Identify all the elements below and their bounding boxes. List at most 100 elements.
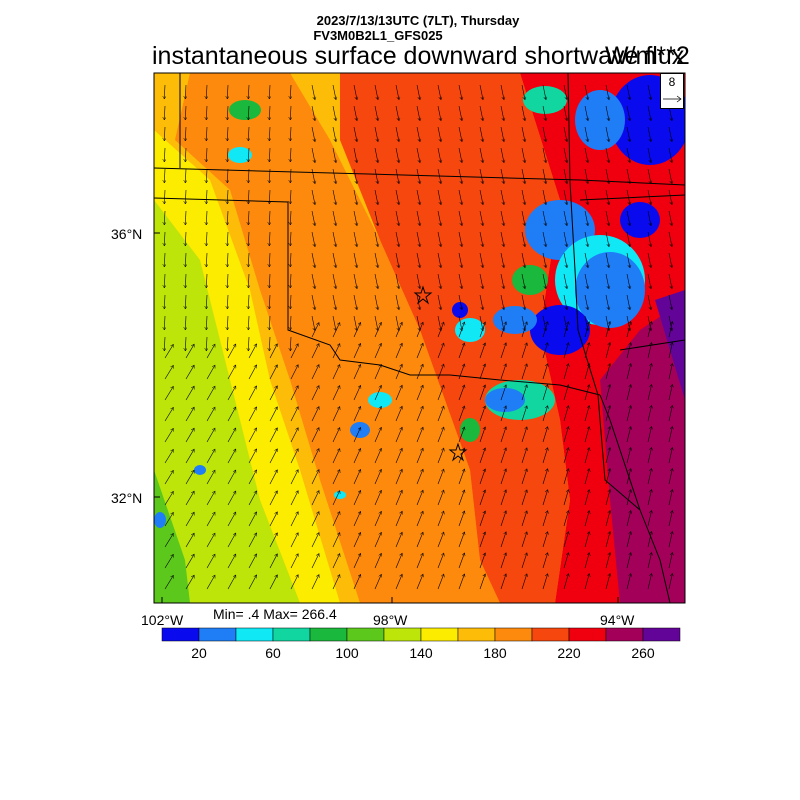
variable-title: instantaneous surface downward shortwave… (152, 42, 685, 70)
wind-vector (416, 553, 423, 569)
wind-vector (206, 336, 207, 351)
wind-vector (626, 385, 631, 401)
wind-vector (416, 315, 420, 331)
wind-vector (479, 189, 483, 205)
wind-vector (269, 273, 270, 288)
wind-vector (542, 343, 548, 359)
wind-vector (311, 449, 319, 464)
wind-vector (227, 449, 236, 464)
wind-vector (647, 189, 651, 205)
wind-vector (332, 105, 336, 121)
wind-vector (311, 386, 319, 401)
wind-vector (206, 210, 207, 225)
wind-vector (626, 252, 630, 268)
wind-vector (437, 364, 444, 380)
wind-vector (542, 84, 546, 100)
wind-vector (521, 294, 525, 310)
wind-vector (584, 252, 588, 268)
wind-vector (311, 210, 315, 226)
wind-vector (164, 533, 174, 548)
wind-vector (374, 532, 381, 548)
wind-vector (227, 407, 236, 422)
wind-vector (206, 294, 207, 309)
wind-vector (269, 554, 277, 569)
wind-vector (500, 469, 506, 485)
wind-vector (290, 105, 291, 120)
wind-vector (437, 532, 444, 548)
wind-vector (626, 469, 631, 485)
wind-vector (605, 574, 610, 590)
wind-vector (542, 231, 546, 247)
wind-vector (227, 126, 228, 141)
wind-vector (584, 448, 589, 464)
colorbar-swatch (531, 627, 570, 642)
wind-vector (185, 126, 186, 141)
wind-vector (206, 512, 215, 527)
colorbar-label: 140 (409, 645, 433, 661)
wind-vector (332, 315, 336, 331)
wind-vector (626, 168, 630, 184)
band-redorange (340, 73, 570, 603)
wind-vector (521, 168, 525, 184)
wind-vector (626, 231, 630, 247)
wind-vector (395, 406, 402, 422)
wind-vector (332, 294, 336, 310)
wind-vector (437, 105, 441, 121)
wind-vector (290, 210, 291, 225)
wind-vector (416, 343, 423, 359)
wind-vector (521, 406, 527, 422)
wind-vector (647, 531, 652, 548)
wind-vector (647, 468, 652, 485)
wind-vector (206, 491, 215, 506)
wind-vector (374, 427, 381, 443)
wind-vector (500, 147, 504, 163)
wind-vector (395, 427, 402, 443)
wind-vector (395, 189, 399, 205)
wind-vector (458, 126, 462, 142)
wind-vector (605, 511, 610, 527)
wind-vector (479, 168, 483, 184)
wind-vector (668, 384, 672, 401)
wind-vector (605, 553, 610, 569)
wind-vector (542, 147, 546, 163)
wind-vector (185, 336, 186, 351)
wind-vector (269, 84, 270, 99)
wind-vector (395, 532, 402, 548)
wind-vector (374, 322, 381, 338)
wind-vector (416, 189, 420, 205)
wind-vector (542, 427, 548, 443)
wind-vector (542, 364, 548, 380)
wind-vector (353, 490, 361, 506)
wind-vector (353, 105, 357, 121)
wind-vector (290, 294, 291, 309)
wind-vector (479, 84, 483, 100)
wind-vector (290, 168, 291, 183)
wind-vector (458, 553, 465, 569)
colorbar-swatch (198, 627, 237, 642)
wind-vector (416, 126, 420, 142)
wind-vector (500, 105, 504, 121)
colorbar-label: 220 (557, 645, 581, 661)
wind-vector (353, 273, 357, 289)
wind-vector (248, 336, 249, 351)
wind-vector (248, 491, 257, 506)
wind-vector (647, 231, 651, 247)
wind-vector (437, 574, 444, 590)
wind-vector (311, 315, 315, 331)
wind-vector (332, 189, 336, 205)
wind-vector (647, 510, 652, 527)
wind-vector (395, 553, 402, 569)
wind-vector (185, 294, 186, 309)
wind-vector (374, 490, 381, 506)
wind-vector (563, 364, 569, 380)
wind-vector (332, 554, 340, 569)
wind-vector (458, 574, 465, 590)
wind-vector (563, 147, 567, 163)
wind-vector (437, 406, 444, 422)
wind-vector (500, 322, 506, 338)
wind-vector (500, 427, 506, 443)
wind-vector (647, 321, 652, 338)
wind-vector (500, 189, 504, 205)
wind-vector (521, 147, 525, 163)
wind-vector (626, 105, 630, 121)
